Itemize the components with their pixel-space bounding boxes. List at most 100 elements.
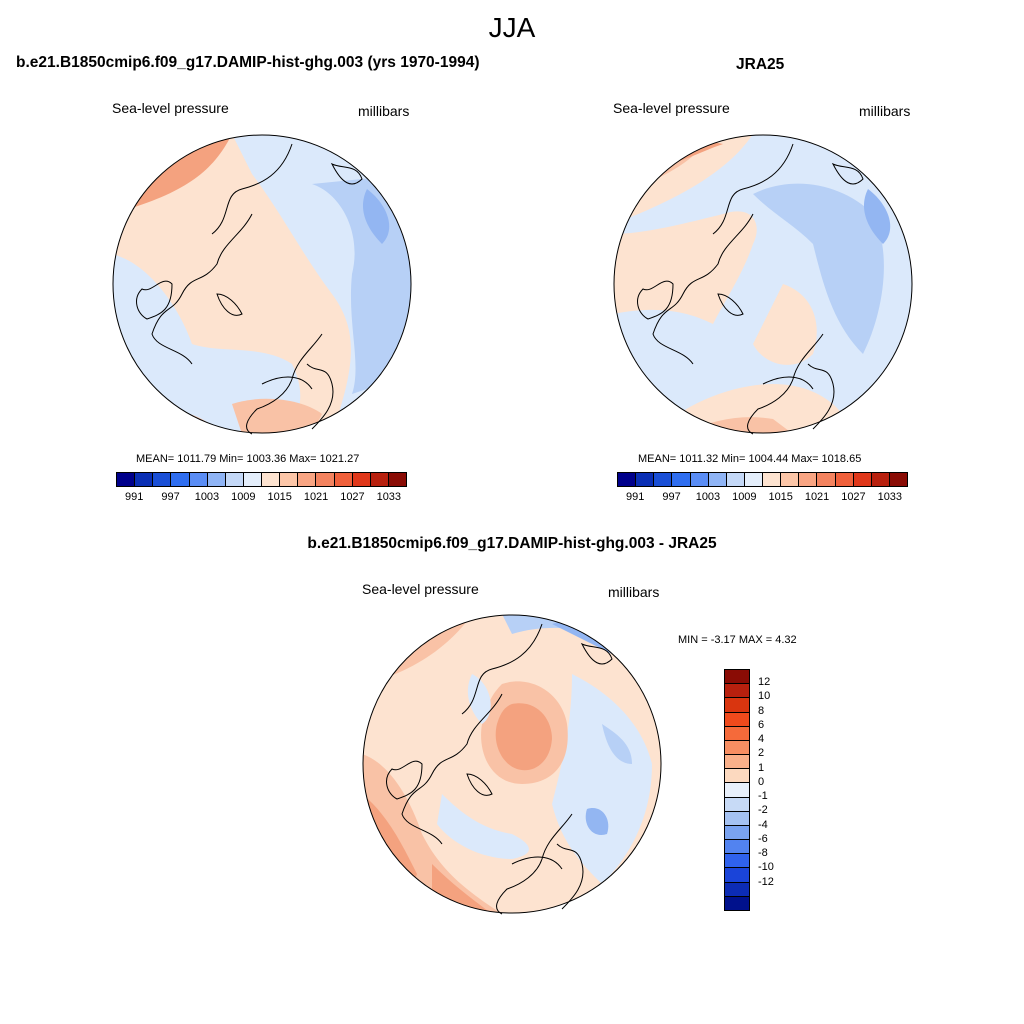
diff-colorbar-box bbox=[725, 840, 749, 855]
diff-colorbar-tick-label: 8 bbox=[758, 704, 765, 717]
diff-colorbar-tick-label: 10 bbox=[758, 690, 771, 703]
obs-colorbar-box bbox=[726, 473, 745, 486]
model-colorbar-box bbox=[388, 473, 406, 486]
model-colorbar-box bbox=[370, 473, 389, 486]
obs-colorbar-box bbox=[817, 473, 836, 486]
model-colorbar-tick-label: 1027 bbox=[340, 491, 365, 503]
model-colorbar-box bbox=[243, 473, 262, 486]
model-colorbar-box bbox=[262, 473, 281, 486]
obs-colorbar-box bbox=[889, 473, 907, 486]
model-variable-label: Sea-level pressure bbox=[112, 100, 229, 116]
diff-colorbar-box bbox=[725, 896, 749, 910]
diff-colorbar-box bbox=[725, 797, 749, 812]
diff-colorbar-box bbox=[725, 811, 749, 826]
model-units-label: millibars bbox=[358, 103, 410, 119]
obs-colorbar-box bbox=[781, 473, 800, 486]
diff-colorbar-box bbox=[725, 740, 749, 756]
diff-colorbar-box bbox=[725, 670, 749, 685]
model-stats: MEAN= 1011.79 Min= 1003.36 Max= 1021.27 bbox=[136, 453, 360, 465]
model-colorbar-box bbox=[298, 473, 317, 486]
model-colorbar-box bbox=[135, 473, 154, 486]
obs-colorbar-tick-label: 1021 bbox=[804, 491, 830, 503]
diff-colorbar-tick-label: 1 bbox=[758, 761, 765, 774]
diff-colorbar-box bbox=[725, 783, 749, 798]
obs-colorbar-box bbox=[636, 473, 655, 486]
model-colorbar-box bbox=[352, 473, 371, 486]
obs-colorbar-box bbox=[835, 473, 854, 486]
obs-colorbar-box bbox=[708, 473, 727, 486]
model-colorbar-box bbox=[171, 473, 190, 486]
obs-colorbar-box bbox=[871, 473, 890, 486]
obs-variable-label: Sea-level pressure bbox=[613, 100, 730, 116]
obs-colorbar: 991 997 1003 1009 1015 1021 1027 1033 bbox=[617, 472, 908, 503]
model-colorbar-box bbox=[207, 473, 226, 486]
obs-colorbar-box bbox=[744, 473, 763, 486]
diff-colorbar-box bbox=[725, 825, 749, 841]
diff-colorbar-tick-label: -4 bbox=[758, 818, 768, 831]
diff-variable-label: Sea-level pressure bbox=[362, 581, 479, 597]
diff-colorbar-tick-label: -8 bbox=[758, 847, 768, 860]
model-colorbar-tick-label: 1009 bbox=[231, 491, 256, 503]
obs-map bbox=[613, 134, 913, 435]
model-colorbar-tick-label: 1021 bbox=[303, 491, 329, 503]
diff-colorbar-box bbox=[725, 712, 749, 727]
model-colorbar-box bbox=[334, 473, 353, 486]
diff-colorbar-box bbox=[725, 882, 749, 897]
obs-colorbar-tick-label: 991 bbox=[626, 491, 645, 503]
obs-panel-title: JRA25 bbox=[736, 56, 785, 73]
obs-colorbar-tick-label: 1027 bbox=[841, 491, 866, 503]
obs-colorbar-tick-label: 997 bbox=[662, 491, 681, 503]
obs-colorbar-box bbox=[799, 473, 818, 486]
diff-colorbar-box bbox=[725, 854, 749, 869]
model-colorbar-box bbox=[225, 473, 244, 486]
obs-colorbar-box bbox=[853, 473, 872, 486]
diff-colorbar-tick-label: -2 bbox=[758, 804, 768, 817]
diff-units-label: millibars bbox=[608, 584, 660, 600]
diff-colorbar-tick-label: 2 bbox=[758, 747, 765, 760]
model-colorbar-tick-label: 997 bbox=[161, 491, 180, 503]
diff-colorbar-tick-label: 6 bbox=[758, 718, 765, 731]
obs-colorbar-tick-label: 1009 bbox=[732, 491, 757, 503]
model-colorbar: 991 997 1003 1009 1015 1021 1027 1033 bbox=[116, 472, 407, 503]
diff-colorbar-tick-label: 0 bbox=[758, 775, 765, 788]
model-colorbar-box bbox=[153, 473, 172, 486]
model-colorbar-box bbox=[280, 473, 299, 486]
diff-colorbar-box bbox=[725, 726, 749, 741]
model-panel-title: b.e21.B1850cmip6.f09_g17.DAMIP-hist-ghg.… bbox=[16, 54, 480, 71]
diff-colorbar-tick-label: 4 bbox=[758, 733, 765, 746]
diff-colorbar-tick-label: -10 bbox=[758, 861, 774, 874]
obs-colorbar-tick-label: 1003 bbox=[695, 491, 721, 503]
obs-colorbar-box bbox=[690, 473, 709, 486]
obs-stats: MEAN= 1011.32 Min= 1004.44 Max= 1018.65 bbox=[638, 453, 862, 465]
diff-colorbar-ticks: 12 10 8 6 4 2 1 0 -1 -2 -4 -6 -8 -10 -12 bbox=[758, 669, 798, 911]
obs-units-label: millibars bbox=[859, 103, 911, 119]
diff-map bbox=[362, 614, 662, 915]
model-colorbar-tick-label: 1015 bbox=[267, 491, 292, 503]
obs-colorbar-box bbox=[672, 473, 691, 486]
diff-stats: MIN = -3.17 MAX = 4.32 bbox=[678, 634, 797, 646]
obs-colorbar-tick-label: 1033 bbox=[877, 491, 903, 503]
obs-colorbar-tick-label: 1015 bbox=[768, 491, 793, 503]
model-colorbar-tick-label: 1033 bbox=[376, 491, 402, 503]
diff-colorbar-box bbox=[725, 698, 749, 713]
diff-panel-title: b.e21.B1850cmip6.f09_g17.DAMIP-hist-ghg.… bbox=[307, 535, 717, 552]
model-colorbar-box bbox=[189, 473, 208, 486]
obs-colorbar-box bbox=[763, 473, 782, 486]
model-colorbar-tick-label: 1003 bbox=[194, 491, 220, 503]
diff-colorbar bbox=[724, 669, 750, 911]
diff-colorbar-tick-label: -1 bbox=[758, 790, 768, 803]
figure-title: JJA bbox=[488, 12, 536, 43]
diff-colorbar-box bbox=[725, 684, 749, 699]
model-colorbar-box bbox=[117, 473, 136, 486]
model-map bbox=[112, 134, 412, 435]
diff-colorbar-tick-label: -12 bbox=[758, 875, 774, 888]
diff-colorbar-box bbox=[725, 769, 749, 784]
diff-colorbar-box bbox=[725, 755, 749, 770]
diff-colorbar-box bbox=[725, 868, 749, 883]
obs-colorbar-box bbox=[618, 473, 637, 486]
model-colorbar-tick-label: 991 bbox=[125, 491, 144, 503]
diff-colorbar-tick-label: -6 bbox=[758, 832, 768, 845]
diff-colorbar-tick-label: 12 bbox=[758, 676, 771, 689]
obs-colorbar-box bbox=[654, 473, 673, 486]
model-colorbar-box bbox=[316, 473, 335, 486]
